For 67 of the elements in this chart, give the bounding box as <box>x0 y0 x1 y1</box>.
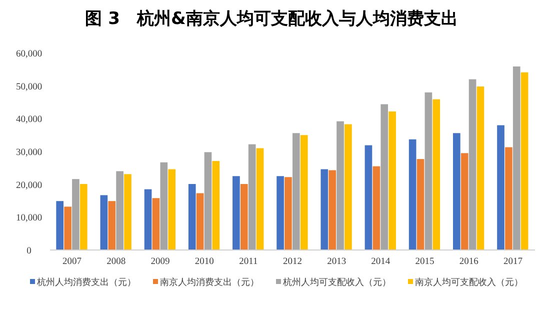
bar <box>416 159 424 250</box>
x-tick-label: 2015 <box>415 257 435 267</box>
bar <box>408 139 416 250</box>
bar <box>232 176 240 250</box>
x-tick-label: 2014 <box>371 257 390 267</box>
legend-label: 杭州人均消费支出（元） <box>36 277 136 288</box>
bar <box>476 86 484 250</box>
bar <box>248 144 256 250</box>
legend-label: 南京人均可支配收入（元） <box>415 277 523 288</box>
bar <box>72 179 80 250</box>
x-tick-label: 2013 <box>327 257 346 267</box>
bar <box>452 133 460 250</box>
bar <box>144 189 152 250</box>
bar <box>468 79 476 250</box>
bar <box>124 174 132 250</box>
legend-label: 杭州人均可支配收入（元） <box>282 277 391 288</box>
legend-label: 南京人均消费支出（元） <box>160 277 259 288</box>
x-tick-label: 2008 <box>106 257 126 267</box>
y-tick-label: 30,000 <box>16 148 42 158</box>
bar <box>292 133 300 250</box>
bar <box>240 184 248 250</box>
y-tick-label: 40,000 <box>16 115 42 126</box>
x-tick-label: 2007 <box>62 257 82 267</box>
bar <box>300 135 308 250</box>
y-tick-label: 10,000 <box>16 214 42 224</box>
bar <box>388 111 396 250</box>
x-tick-label: 2017 <box>503 257 523 267</box>
bar <box>100 195 108 250</box>
bar <box>520 72 528 250</box>
x-tick-label: 2010 <box>194 257 214 267</box>
bar <box>460 153 468 250</box>
bar <box>512 66 520 250</box>
bar <box>152 198 160 250</box>
bar <box>204 152 212 250</box>
bar <box>80 184 88 250</box>
bar <box>336 121 344 250</box>
bar <box>256 148 264 250</box>
bar <box>505 147 512 250</box>
bar <box>196 193 204 250</box>
bar <box>320 169 328 250</box>
bar <box>188 184 196 250</box>
bar <box>432 99 440 250</box>
x-tick-label: 2011 <box>239 257 258 267</box>
bar <box>424 92 432 250</box>
y-tick-label: 60,000 <box>16 50 42 60</box>
bar <box>372 166 380 250</box>
chart-title: 图 3 杭州&南京人均可支配收入与人均消费支出 <box>85 9 458 29</box>
bar <box>56 201 64 250</box>
bar <box>116 171 124 250</box>
bar <box>497 125 504 250</box>
bar <box>364 145 372 250</box>
bar <box>168 169 176 250</box>
bar <box>276 176 284 250</box>
bar <box>380 104 388 250</box>
x-tick-label: 2009 <box>150 257 170 267</box>
bar <box>212 161 220 250</box>
x-tick-label: 2016 <box>459 257 479 267</box>
y-tick-label: 20,000 <box>16 180 42 191</box>
bar <box>108 201 116 250</box>
bar <box>284 177 292 250</box>
bar <box>328 170 336 250</box>
bar <box>160 162 168 250</box>
x-tick-label: 2012 <box>283 257 302 267</box>
bar <box>344 124 352 250</box>
bar <box>64 206 72 250</box>
y-tick-label: 0 <box>26 246 32 256</box>
y-tick-label: 50,000 <box>16 82 42 92</box>
